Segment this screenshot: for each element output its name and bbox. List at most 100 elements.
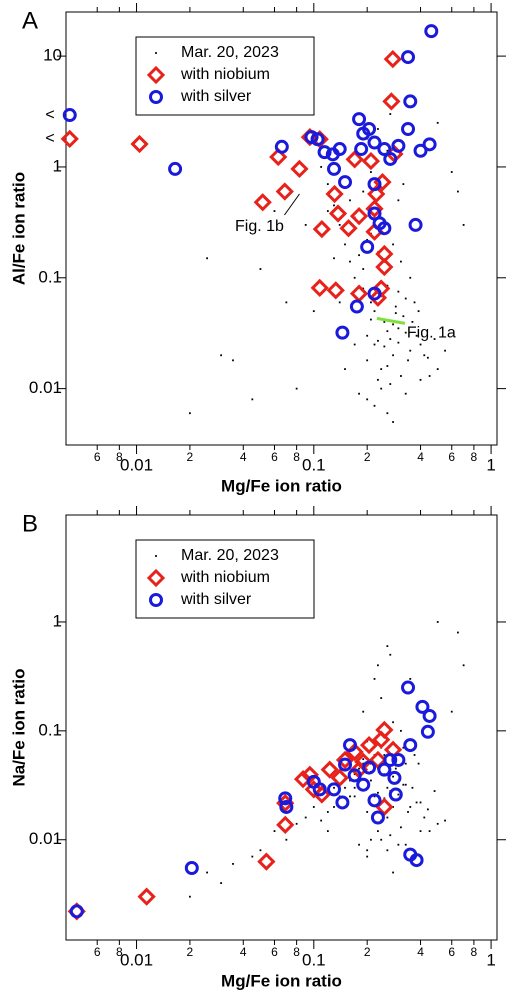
data-point bbox=[333, 806, 335, 808]
data-point bbox=[386, 412, 389, 415]
data-point bbox=[391, 138, 406, 153]
data-point bbox=[304, 224, 307, 226]
data-point bbox=[312, 785, 331, 804]
legend-marker bbox=[149, 90, 163, 104]
data-point bbox=[394, 767, 397, 770]
data-point bbox=[344, 786, 346, 789]
legend: Mar. 20, 2023 with niobium with silver bbox=[135, 539, 315, 619]
data-point bbox=[433, 790, 436, 792]
x-tick-label: 0.1 bbox=[302, 950, 326, 969]
data-point bbox=[69, 904, 84, 919]
data-point bbox=[365, 199, 384, 218]
data-point bbox=[290, 159, 309, 179]
data-point bbox=[380, 838, 383, 841]
data-point bbox=[400, 729, 402, 732]
data-point bbox=[409, 276, 412, 279]
x-tick-label: 8 bbox=[293, 945, 300, 959]
data-point bbox=[356, 777, 371, 792]
data-point bbox=[359, 735, 379, 755]
data-point bbox=[358, 392, 360, 395]
data-point bbox=[411, 786, 414, 789]
data-point bbox=[349, 260, 351, 263]
y-tick-label: 0.01 bbox=[29, 829, 62, 848]
data-point bbox=[353, 276, 356, 279]
data-point bbox=[392, 243, 394, 246]
data-point bbox=[60, 129, 79, 149]
data-point bbox=[370, 301, 372, 304]
panel-label: B bbox=[22, 510, 38, 537]
data-point bbox=[389, 338, 392, 340]
data-point bbox=[383, 345, 386, 348]
legend-marker bbox=[149, 593, 163, 607]
data-point bbox=[259, 268, 262, 270]
y-tick-label: 10 bbox=[43, 46, 62, 65]
data-point bbox=[253, 193, 272, 212]
data-point bbox=[366, 398, 369, 401]
annotation-arrow bbox=[284, 193, 300, 216]
legend-marker bbox=[146, 65, 166, 85]
data-point bbox=[433, 338, 436, 340]
data-point bbox=[413, 301, 416, 304]
data-point bbox=[373, 404, 376, 407]
x-axis-title: Mg/Fe ion ratio bbox=[221, 971, 342, 990]
data-point bbox=[345, 150, 364, 169]
data-point bbox=[457, 631, 459, 634]
data-point bbox=[368, 288, 388, 307]
data-point bbox=[279, 799, 294, 814]
x-tick-label: 2 bbox=[187, 945, 194, 959]
data-point bbox=[436, 822, 439, 825]
legend-box bbox=[135, 539, 315, 619]
plot-frame bbox=[65, 11, 498, 446]
data-point bbox=[370, 838, 372, 841]
data-point bbox=[404, 843, 407, 846]
data-point bbox=[189, 895, 191, 898]
data-point bbox=[383, 320, 386, 323]
data-point bbox=[397, 199, 400, 202]
data-point bbox=[403, 738, 418, 753]
data-point bbox=[450, 171, 453, 173]
data-point bbox=[377, 830, 379, 833]
data-point bbox=[392, 775, 394, 778]
data-point bbox=[444, 819, 446, 822]
data-point bbox=[310, 130, 329, 149]
data-point bbox=[189, 412, 191, 415]
data-point bbox=[392, 354, 394, 357]
data-point bbox=[422, 137, 437, 152]
limit-marker: < bbox=[45, 106, 54, 123]
data-point bbox=[415, 801, 418, 804]
data-point bbox=[367, 286, 382, 301]
x-tick-label: 8 bbox=[116, 450, 123, 464]
data-point bbox=[295, 387, 298, 390]
data-point bbox=[409, 806, 412, 808]
data-point bbox=[333, 204, 335, 207]
data-point bbox=[373, 795, 376, 798]
data-point bbox=[397, 843, 400, 846]
limit-marker: < bbox=[45, 130, 54, 147]
x-tick-label: 2 bbox=[364, 945, 371, 959]
x-tick-label: 6 bbox=[94, 450, 101, 464]
x-tick-label: 8 bbox=[471, 450, 478, 464]
data-point bbox=[392, 871, 394, 874]
data-point bbox=[377, 762, 392, 777]
x-tick-label: 0.1 bbox=[302, 455, 326, 474]
data-point bbox=[349, 199, 351, 202]
data-point bbox=[409, 349, 412, 352]
data-point bbox=[312, 806, 315, 808]
data-point bbox=[130, 134, 149, 154]
data-point bbox=[232, 359, 234, 362]
data-point bbox=[420, 724, 435, 739]
data-point bbox=[409, 853, 424, 868]
data-point bbox=[389, 834, 392, 837]
data-point bbox=[383, 752, 398, 767]
data-point bbox=[367, 184, 386, 204]
data-point bbox=[366, 855, 369, 858]
data-point bbox=[259, 849, 262, 852]
data-point bbox=[344, 243, 346, 246]
data-point bbox=[320, 760, 339, 779]
panel-label: A bbox=[22, 7, 38, 34]
data-point bbox=[402, 183, 405, 186]
annotation-arrow bbox=[376, 316, 406, 325]
data-point bbox=[383, 151, 398, 166]
data-point bbox=[450, 710, 453, 713]
